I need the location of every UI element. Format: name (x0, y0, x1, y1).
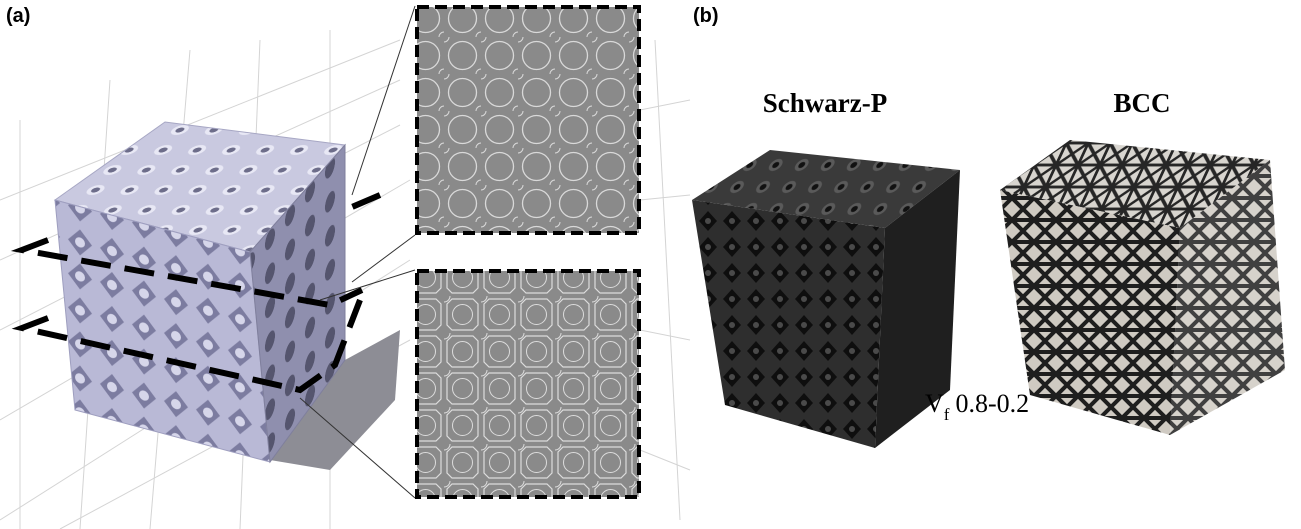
figure: (a) (b) Schwarz-P BCC Vf 0.8-0.2 (0, 0, 1301, 529)
schwarz-front (692, 200, 885, 448)
caption: Schwarz-P (763, 88, 887, 118)
slice-view-bottom (417, 271, 639, 497)
panel-label: (a) (6, 5, 30, 27)
annotation-subscript: f (944, 405, 950, 424)
annotation-symbol: V (925, 389, 944, 418)
caption: BCC (1113, 88, 1170, 118)
slice-view-top (417, 7, 639, 233)
annotation: Vf 0.8-0.2 (925, 389, 1029, 424)
annotation-text: 0.8-0.2 (955, 389, 1029, 418)
panel-label: (b) (693, 5, 719, 27)
page: (a) (b) Schwarz-P BCC Vf0.8-0.2 (() => {… (0, 0, 1301, 529)
